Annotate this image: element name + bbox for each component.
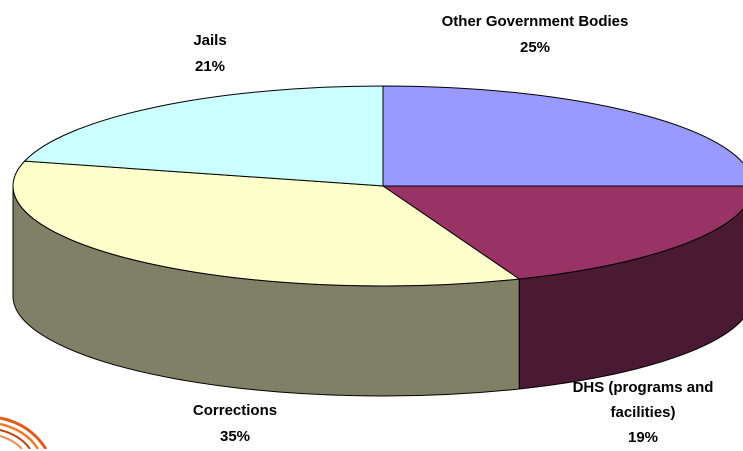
slice-label-other-government-bodies: Other Government Bodies 25% [400,9,670,61]
pie-slice-other-government-bodies [382,85,743,187]
pie-slice-corrections [12,160,521,287]
slice-value-dhs: 19% [627,429,659,446]
slice-value-other-government-bodies: 25% [519,39,551,56]
pie-slice-jails [23,85,384,187]
slice-name-corrections: Corrections [192,402,278,419]
slice-label-corrections: Corrections 35% [160,398,310,450]
pie-slice-dhs-programs-and-facilities [381,185,743,280]
slice-value-jails: 21% [194,58,226,75]
slice-value-corrections: 35% [219,428,251,445]
pie-sides [12,185,743,397]
corner-swoosh-decoration [0,416,48,449]
slice-name-jails: Jails [193,32,227,49]
slice-label-dhs: DHS (programs and facilities) 19% [548,375,738,451]
slice-name-dhs: DHS (programs and facilities) [572,379,714,421]
pie-tops [12,85,743,287]
slice-label-jails: Jails 21% [150,28,270,80]
slice-name-other-government-bodies: Other Government Bodies [441,13,629,30]
